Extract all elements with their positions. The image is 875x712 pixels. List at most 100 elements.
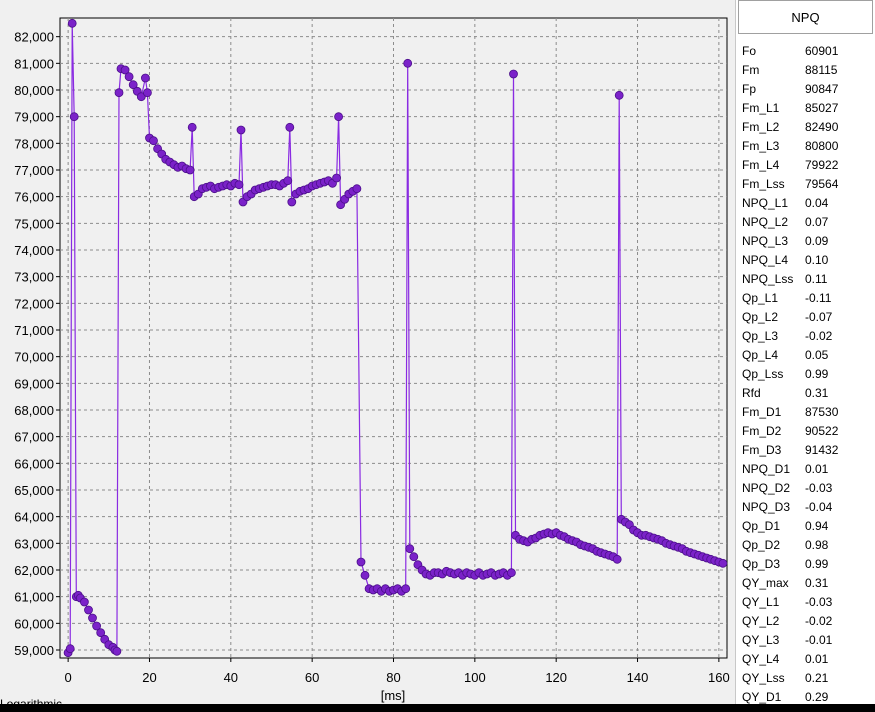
- param-value: 0.09: [805, 234, 829, 248]
- param-name: Fm_L3: [742, 139, 780, 153]
- data-point: [185, 165, 195, 175]
- x-tick-label: 40: [224, 670, 238, 685]
- param-name: Fm_L2: [742, 120, 780, 134]
- y-axis-ticks: 59,000 60,000 61,000 62,000 63,000 64,000 65,0…: [14, 30, 60, 658]
- param-name: Qp_D2: [742, 538, 781, 552]
- param-name: Qp_D3: [742, 557, 781, 571]
- y-tick-label: 82,000: [14, 30, 54, 45]
- param-value: 91432: [805, 443, 839, 457]
- param-row-npq-l2: NPQ_L2 0.07: [742, 213, 872, 232]
- param-name: NPQ_L1: [742, 196, 789, 210]
- param-value: 79922: [805, 158, 839, 172]
- grid-lines: [60, 18, 727, 658]
- y-tick-label: 71,000: [14, 323, 54, 338]
- param-row-npq-l1: NPQ_L1 0.04: [742, 194, 872, 213]
- param-row-qp-l1: Qp_L1 -0.11: [742, 289, 872, 308]
- param-name: NPQ_D1: [742, 462, 791, 476]
- data-point: [334, 112, 344, 122]
- y-tick-label: 63,000: [14, 536, 54, 551]
- data-point: [69, 112, 79, 122]
- data-point: [128, 80, 138, 90]
- data-point: [140, 73, 150, 83]
- panel-title: NPQ: [738, 0, 873, 34]
- data-point: [506, 568, 516, 578]
- param-name: Fm_D2: [742, 424, 782, 438]
- param-name: Fp: [742, 82, 757, 96]
- data-point: [287, 197, 297, 207]
- data-point: [67, 18, 77, 28]
- param-row-fm-l2: Fm_L2 82490: [742, 118, 872, 137]
- param-name: Qp_Lss: [742, 367, 784, 381]
- data-point: [352, 184, 362, 194]
- param-name: QY_Lss: [742, 671, 785, 685]
- param-value: -0.02: [805, 329, 833, 343]
- data-point: [136, 92, 146, 102]
- param-row-qp-l2: Qp_L2 -0.07: [742, 308, 872, 327]
- data-point: [614, 90, 624, 100]
- y-tick-label: 66,000: [14, 456, 54, 471]
- x-tick-label: 100: [464, 670, 486, 685]
- x-tick-label: 20: [142, 670, 156, 685]
- param-value: 0.21: [805, 671, 829, 685]
- y-tick-label: 61,000: [14, 590, 54, 605]
- param-name: Qp_L3: [742, 329, 779, 343]
- param-name: QY_D1: [742, 690, 782, 704]
- x-tick-label: 80: [386, 670, 400, 685]
- data-point: [124, 72, 134, 82]
- param-value: 88115: [805, 63, 838, 77]
- parameter-panel: NPQ Fo 60901 Fm 88115 Fp 90847 Fm_L1 85027 Fm_L2…: [735, 0, 875, 712]
- param-value: 60901: [805, 44, 839, 58]
- param-value: 85027: [805, 101, 839, 115]
- param-name: Fm_L1: [742, 101, 780, 115]
- data-point: [65, 644, 75, 654]
- param-value: 0.31: [805, 576, 829, 590]
- data-point: [405, 544, 415, 554]
- data-point: [187, 122, 197, 132]
- y-tick-label: 64,000: [14, 510, 54, 525]
- param-value: -0.04: [805, 500, 833, 514]
- param-name: QY_L4: [742, 652, 780, 666]
- param-row-npq-d1: NPQ_D1 0.01: [742, 460, 872, 479]
- param-name: NPQ_Lss: [742, 272, 794, 286]
- param-value: 0.29: [805, 690, 829, 704]
- param-value: 0.01: [805, 462, 829, 476]
- param-row-fm-l4: Fm_L4 79922: [742, 156, 872, 175]
- param-value: 87530: [805, 405, 839, 419]
- param-row-qp-l3: Qp_L3 -0.02: [742, 327, 872, 346]
- param-value: -0.11: [805, 291, 832, 305]
- param-row-qy-max: QY_max 0.31: [742, 574, 872, 593]
- param-name: Qp_D1: [742, 519, 781, 533]
- param-name: Fm_Lss: [742, 177, 785, 191]
- chart-area: 59,000 60,000 61,000 62,000 63,000 64,000 65,0…: [0, 0, 735, 712]
- data-point: [332, 173, 342, 183]
- y-tick-label: 68,000: [14, 403, 54, 418]
- param-row-qy-lss: QY_Lss 0.21: [742, 669, 872, 688]
- data-point: [612, 554, 622, 564]
- y-tick-label: 59,000: [14, 643, 54, 658]
- param-value: 0.94: [805, 519, 829, 533]
- data-point: [718, 558, 728, 568]
- y-tick-label: 75,000: [14, 216, 54, 231]
- data-point: [84, 605, 93, 615]
- y-tick-label: 74,000: [14, 243, 54, 258]
- data-point: [356, 557, 366, 567]
- data-point: [88, 613, 97, 623]
- param-name: QY_max: [742, 576, 789, 590]
- logarithmic-checkbox-label[interactable]: Logarithmic: [0, 696, 100, 704]
- param-value: 90847: [805, 82, 839, 96]
- y-tick-label: 62,000: [14, 563, 54, 578]
- line-chart: 59,000 60,000 61,000 62,000 63,000 64,000 65,0…: [14, 17, 730, 703]
- y-tick-label: 65,000: [14, 483, 54, 498]
- param-name: QY_L2: [742, 614, 780, 628]
- param-value: -0.01: [805, 633, 833, 647]
- param-name: Fm_D3: [742, 443, 782, 457]
- param-row-npq-l4: NPQ_L4 0.10: [742, 251, 872, 270]
- param-value: 0.01: [805, 652, 829, 666]
- param-name: NPQ_L4: [742, 253, 789, 267]
- data-point: [283, 176, 293, 186]
- param-row-qp-d3: Qp_D3 0.99: [742, 555, 872, 574]
- series-markers: [63, 18, 728, 658]
- y-tick-label: 76,000: [14, 190, 54, 205]
- param-value: 0.05: [805, 348, 829, 362]
- param-row-npq-d3: NPQ_D3 -0.04: [742, 498, 872, 517]
